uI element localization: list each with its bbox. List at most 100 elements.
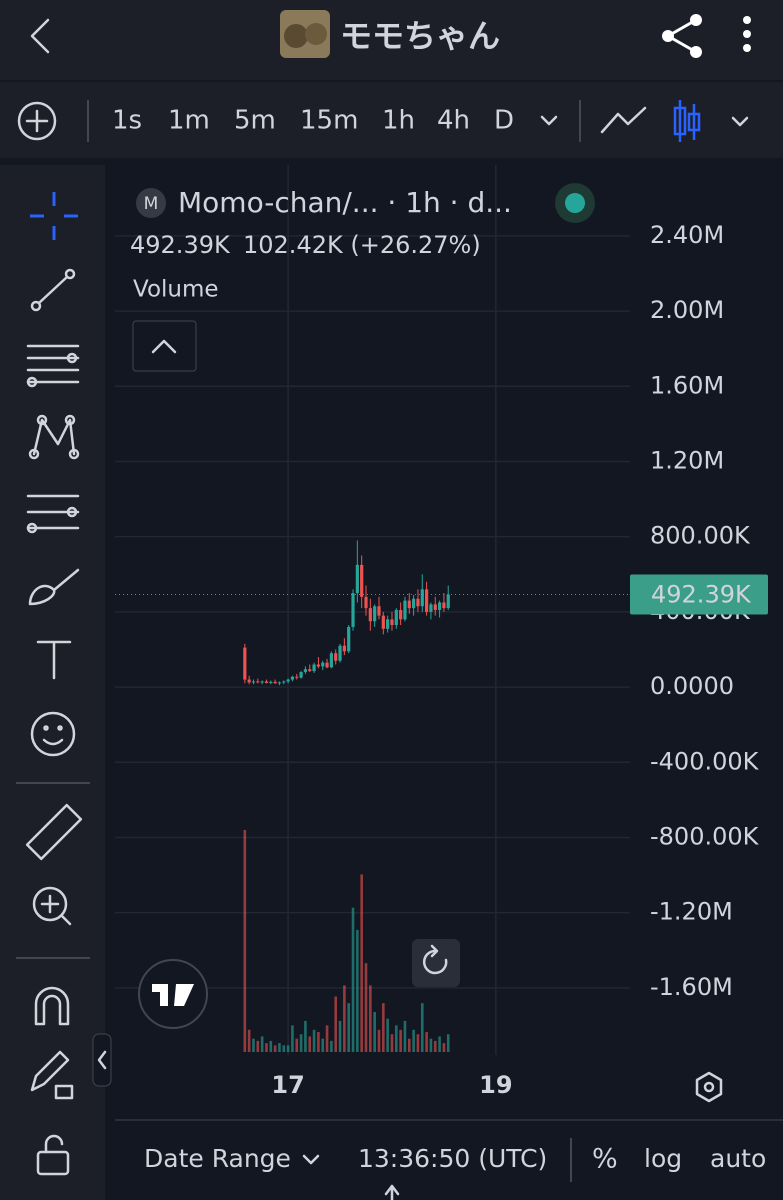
volume-bar [433, 1040, 437, 1052]
y-tick-label: -400.00K [650, 747, 760, 775]
tradingview-logo[interactable] [138, 959, 208, 1029]
candle-body [338, 645, 342, 661]
candle-body [394, 610, 398, 626]
candle-body [420, 589, 424, 607]
candle-body [299, 672, 303, 678]
y-tick-label: 1.60M [650, 371, 724, 399]
back-button[interactable] [30, 18, 50, 54]
candle-body [424, 589, 429, 612]
candle-body [264, 681, 269, 683]
candle-body [316, 664, 321, 667]
settings-button[interactable] [695, 1071, 723, 1103]
log-toggle[interactable]: log [644, 1144, 682, 1173]
volume-bar [407, 1038, 411, 1052]
volume-bar [416, 1034, 420, 1052]
timeframe-button[interactable]: 1m [168, 106, 210, 136]
candle-body [416, 598, 420, 607]
candle-body [251, 681, 256, 683]
timeframe-button[interactable]: 1h [382, 106, 415, 136]
timeframe-button[interactable]: 4h [437, 106, 470, 136]
y-tick-label: 2.00M [650, 296, 724, 324]
candle-body [303, 669, 308, 673]
crosshair-tool[interactable] [30, 192, 78, 240]
date-range-button[interactable]: Date Range [144, 1144, 291, 1173]
candle-body [442, 602, 446, 609]
volume-bar [425, 1032, 428, 1052]
volume-bar [364, 963, 368, 1052]
candle-body [403, 600, 407, 620]
volume-bar [343, 985, 346, 1052]
brush-tool[interactable] [28, 568, 80, 606]
trend-line-tool[interactable] [30, 268, 76, 312]
candle-body [412, 598, 416, 609]
volume-bar [347, 1003, 350, 1052]
candle-body [290, 676, 295, 680]
avatar-detail [284, 24, 308, 48]
volume-bar [325, 1025, 329, 1052]
ruler-tool[interactable] [25, 803, 83, 861]
volume-bar [446, 1034, 450, 1052]
volume-bar [369, 985, 372, 1052]
timeframe-button[interactable]: D [494, 106, 514, 136]
volume-bar [273, 1045, 277, 1052]
volume-bar [412, 1029, 415, 1052]
horizontal-lines-tool[interactable] [26, 344, 80, 388]
candle-body [325, 662, 329, 668]
plot: 2.40M2.00M1.60M1.20M800.00K400.00K0.0000… [115, 165, 768, 1099]
emoji-tool[interactable] [30, 711, 76, 757]
candle-body [437, 602, 442, 610]
y-tick-label: 2.40M [650, 221, 724, 249]
volume-bar [377, 1029, 381, 1052]
candle-body [286, 679, 290, 682]
pattern-tool[interactable] [28, 414, 80, 460]
x-tick-label: 17 [271, 1071, 304, 1099]
settings-dot [703, 1081, 715, 1093]
candle-body [329, 653, 333, 668]
candle-body [247, 679, 251, 683]
candle-body [308, 669, 312, 672]
y-tick-label: -800.00K [650, 822, 760, 850]
percent-toggle[interactable]: % [592, 1144, 618, 1175]
collapse-legend[interactable] [132, 320, 197, 372]
volume-bar [420, 1003, 424, 1052]
share-button[interactable] [662, 14, 702, 58]
volume-bar [247, 1029, 251, 1052]
more-button[interactable] [743, 16, 751, 52]
y-tick-label: 1.20M [650, 446, 724, 474]
header-bar [0, 0, 783, 80]
candle-body [377, 606, 381, 616]
timeframe-button[interactable]: 5m [234, 106, 276, 136]
candle-body [429, 604, 433, 612]
candle-chart-button[interactable] [673, 100, 701, 142]
y-tick-label: 0.0000 [650, 672, 734, 700]
text-tool[interactable] [36, 640, 72, 680]
volume-bar [330, 1040, 333, 1052]
candle-body [351, 593, 355, 627]
lock-drawings-tool[interactable] [30, 1050, 74, 1100]
volume-bar [403, 1020, 407, 1052]
symbol-icon [136, 188, 166, 218]
candle-body [277, 682, 282, 684]
line-chart-button[interactable] [600, 106, 647, 134]
auto-toggle[interactable]: auto [710, 1144, 766, 1173]
chart-type-dropdown[interactable] [731, 116, 749, 127]
volume-bar [291, 1025, 294, 1052]
candle-body [360, 564, 364, 597]
volume-bar [429, 1038, 433, 1052]
candle-body [342, 645, 346, 652]
volume-bar [295, 1038, 299, 1052]
toolbar-collapse[interactable] [92, 1033, 112, 1087]
volume-bar [308, 1036, 312, 1052]
volume-bar [282, 1045, 286, 1052]
unlock-tool[interactable] [36, 1134, 70, 1176]
reset-chart[interactable] [412, 939, 460, 987]
timeframe-button[interactable]: 15m [300, 106, 358, 136]
add-indicator[interactable] [17, 101, 57, 141]
fib-tool[interactable] [26, 494, 80, 534]
candle-body [312, 664, 316, 672]
legend-price: 492.39K [130, 231, 231, 259]
magnet-tool[interactable] [34, 986, 70, 1026]
timeframe-button[interactable]: 1s [112, 106, 142, 136]
zoom-tool[interactable] [32, 886, 72, 926]
timeframe-dropdown[interactable] [540, 115, 558, 126]
